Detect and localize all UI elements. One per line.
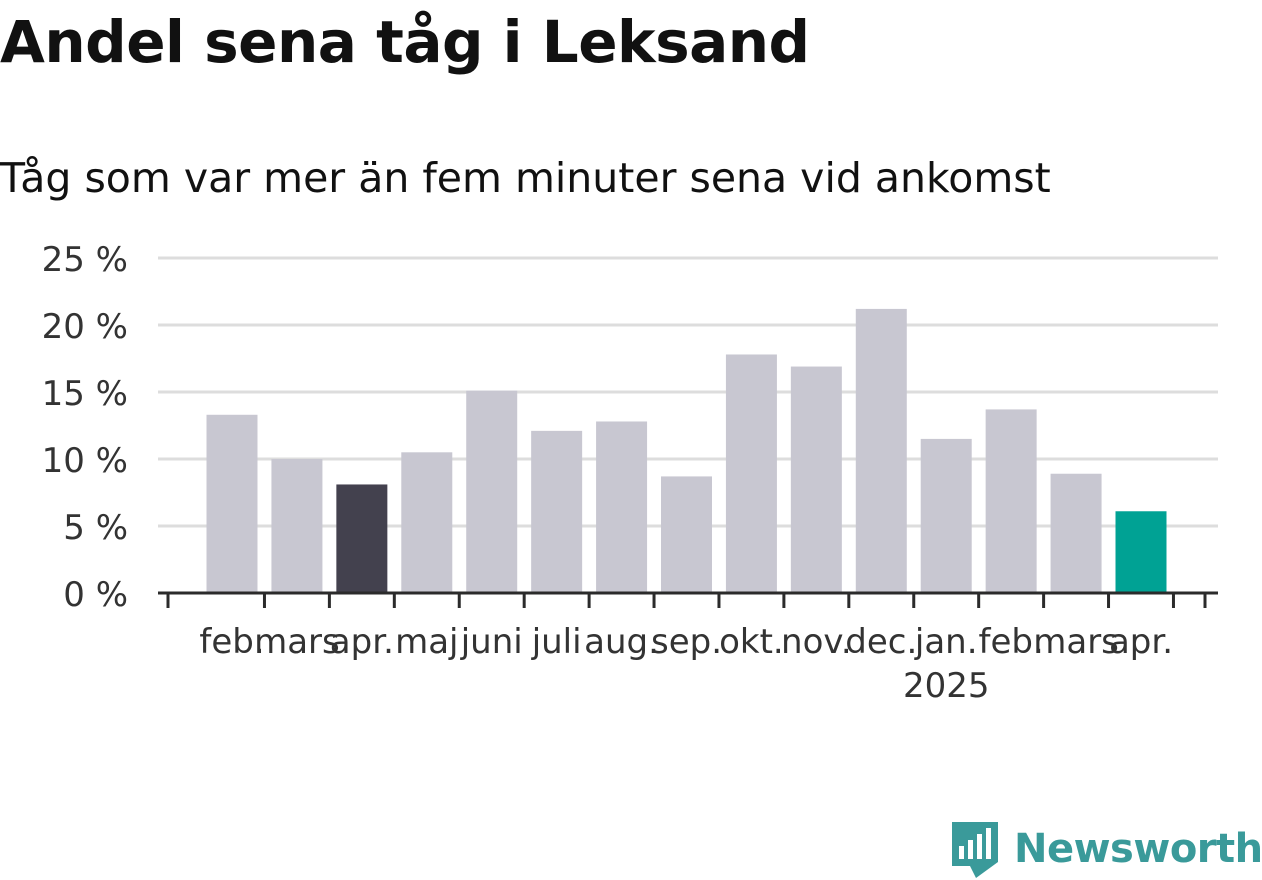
x-tick-label: juli [531,622,582,662]
y-tick-label: 15 % [42,374,128,414]
bar [466,390,518,593]
chart-title: Andel sena tåg i Leksand [0,8,810,76]
bar [725,354,777,593]
bar [531,430,583,593]
newsworthy-logo-icon [952,822,998,878]
x-tick-label: okt. [719,622,784,662]
bar [336,484,388,593]
bar [790,366,842,593]
y-tick-label: 10 % [42,441,128,481]
bar [661,476,712,593]
y-tick-label: 25 % [42,240,128,280]
bar [206,414,258,593]
x-tick-label: sep. [651,622,722,662]
bar [855,308,907,593]
x-year-label: 2025 [903,666,990,706]
y-tick-label: 5 % [63,508,128,548]
x-tick-label: juni [460,622,523,662]
x-tick-label: dec. [845,622,917,662]
brand-name: Newsworthy [1014,826,1262,872]
x-tick-label: apr. [330,622,394,662]
chart-subtitle: Tåg som var mer än fem minuter sena vid … [0,154,1051,202]
y-axis-tick-labels: 0 % 5 % 10 % 15 % 20 % 25 % [42,240,128,615]
bar [1115,511,1167,593]
x-tick-label: mars [1033,622,1119,662]
bar [596,421,648,593]
x-tick-label: apr. [1109,622,1173,662]
bar [271,459,323,593]
x-tick-label: nov. [781,622,852,662]
x-tick-label: jan. [914,622,978,662]
x-tick-label: mars [254,622,340,662]
x-tick-label: maj [395,622,458,662]
bar [920,438,972,593]
bar [401,452,453,593]
x-axis [158,591,1218,608]
newsworthy-logo[interactable]: Newsworthy [950,818,1262,880]
bars [206,308,1167,593]
bar [985,409,1037,593]
y-tick-label: 20 % [42,307,128,347]
x-tick-label: feb. [979,622,1044,662]
bar [1050,473,1102,593]
x-tick-label: feb. [199,622,264,662]
x-tick-label: aug. [584,622,659,662]
y-tick-label: 0 % [63,575,128,615]
